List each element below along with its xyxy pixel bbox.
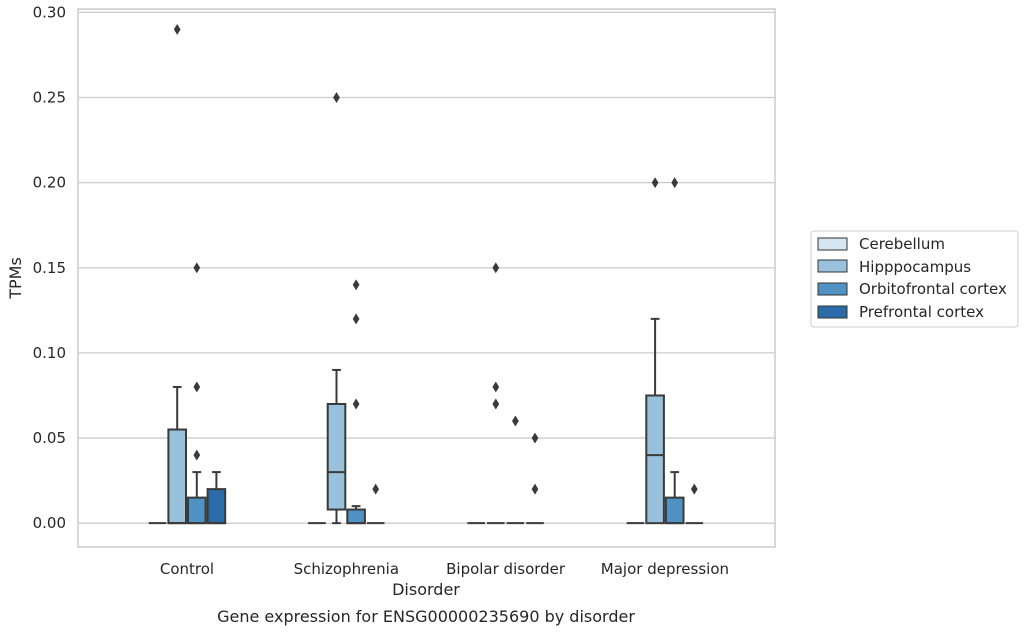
y-tick-label-0: 0.00	[33, 514, 66, 532]
y-tick-label-2: 0.10	[33, 344, 66, 362]
legend-label-orbitofrontal-cortex: Orbitofrontal cortex	[859, 280, 1007, 298]
legend: Cerebellum Hipppocampus Orbitofrontal co…	[810, 230, 1019, 328]
y-tick-label-3: 0.15	[33, 259, 66, 277]
box-control-hipppocampus	[167, 385, 187, 525]
box-bipolar-disorder-prefrontal-cortex-flier-1	[531, 432, 539, 444]
x-tick-label-major-depression: Major depression	[601, 560, 729, 578]
legend-frame	[810, 230, 1019, 328]
box-control-prefrontal-cortex-body	[206, 488, 227, 525]
box-control-orbitofrontal-cortex-flier-2	[193, 262, 201, 274]
box-control-prefrontal-cortex	[206, 471, 227, 525]
legend-swatch-orbitofrontal-cortex	[817, 282, 848, 296]
box-major-depression-orbitofrontal-cortex	[664, 471, 685, 525]
box-schizophrenia-orbitofrontal-cortex-flier-0	[352, 398, 360, 410]
chart-caption: Gene expression for ENSG00000235690 by d…	[217, 607, 635, 626]
legend-swatch-cerebellum	[817, 237, 848, 251]
box-major-depression-prefrontal-cortex-flier-0	[690, 483, 698, 495]
legend-swatch-prefrontal-cortex	[817, 305, 848, 319]
y-tick-labels: 0.00 0.05 0.10 0.15 0.20 0.25 0.30	[33, 3, 66, 532]
y-tick-label-4: 0.20	[33, 174, 66, 192]
x-axis-label: Disorder	[392, 580, 460, 599]
box-major-depression-hipppocampus-flier-0	[651, 177, 659, 189]
box-schizophrenia-hipppocampus	[326, 368, 347, 525]
box-schizophrenia-hipppocampus-body	[326, 402, 347, 511]
box-bipolar-disorder-hipppocampus-flier-0	[492, 398, 500, 410]
x-tick-labels: Control Schizophrenia Bipolar disorder Majo…	[160, 560, 729, 578]
y-axis-label: TPMs	[6, 257, 25, 300]
box-major-depression-hipppocampus	[645, 317, 665, 525]
box-control-orbitofrontal-cortex-body	[187, 496, 207, 525]
legend-label-cerebellum: Cerebellum	[859, 235, 945, 253]
box-control-orbitofrontal-cortex-flier-1	[193, 381, 201, 393]
y-tick-label-6: 0.30	[33, 3, 66, 21]
x-tick-label-bipolar-disorder: Bipolar disorder	[446, 560, 566, 578]
box-control-hipppocampus-flier-0	[173, 23, 181, 35]
box-control-hipppocampus-body	[167, 428, 187, 525]
x-tick-label-schizophrenia: Schizophrenia	[294, 560, 399, 578]
box-schizophrenia-orbitofrontal-cortex-flier-2	[352, 279, 360, 291]
box-major-depression-hipppocampus-body	[645, 394, 665, 525]
legend-label-prefrontal-cortex: Prefrontal cortex	[859, 303, 984, 321]
box-bipolar-disorder-hipppocampus-flier-1	[492, 381, 500, 393]
box-bipolar-disorder-orbitofrontal-cortex-flier-0	[512, 415, 519, 427]
box-schizophrenia-orbitofrontal-cortex	[346, 505, 366, 525]
y-tick-label-5: 0.25	[33, 89, 66, 107]
plot-area-frame	[77, 8, 776, 548]
box-schizophrenia-prefrontal-cortex-flier-0	[372, 483, 380, 495]
legend-label-hipppocampus: Hipppocampus	[859, 258, 971, 276]
x-tick-label-control: Control	[160, 560, 214, 578]
box-bipolar-disorder-prefrontal-cortex-flier-0	[531, 483, 539, 495]
box-schizophrenia-hipppocampus-flier-0	[333, 92, 340, 103]
legend-swatch-hipppocampus	[817, 259, 848, 273]
box-control-orbitofrontal-cortex-flier-0	[193, 449, 201, 461]
box-layer	[148, 317, 704, 525]
box-bipolar-disorder-hipppocampus-flier-2	[492, 262, 500, 274]
box-schizophrenia-orbitofrontal-cortex-flier-1	[352, 313, 360, 325]
box-major-depression-orbitofrontal-cortex-body	[664, 496, 685, 525]
box-major-depression-orbitofrontal-cortex-flier-0	[671, 177, 679, 189]
flier-layer	[173, 23, 698, 495]
box-schizophrenia-orbitofrontal-cortex-body	[346, 508, 366, 525]
y-tick-label-1: 0.05	[33, 429, 66, 447]
box-control-orbitofrontal-cortex	[187, 471, 207, 525]
